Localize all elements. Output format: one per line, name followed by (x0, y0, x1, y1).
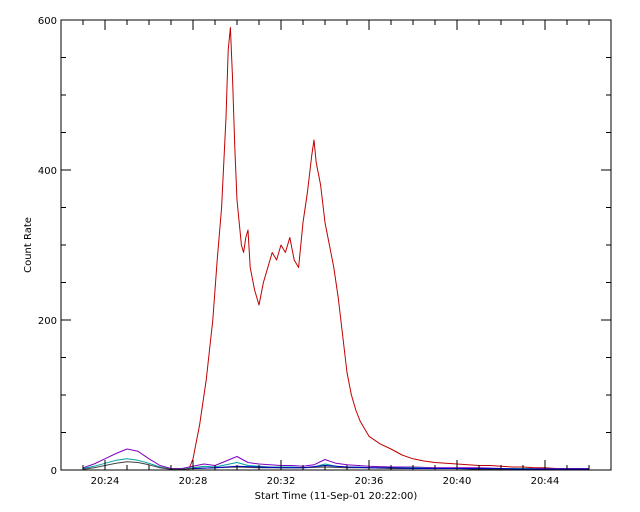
y-tick-label: 200 (38, 316, 57, 327)
y-tick-label: 0 (51, 466, 57, 477)
ticks: 20:24 20:28 20:32 20:36 20:40 20:44 0 200 400 600 (38, 16, 611, 487)
x-tick-label: 20:44 (531, 476, 560, 487)
x-tick-label: 20:40 (443, 476, 472, 487)
series-line-1 (83, 27, 589, 471)
y-tick-label: 600 (38, 16, 57, 27)
x-tick-label: 20:24 (91, 476, 120, 487)
x-axis-title: Start Time (11-Sep-01 20:22:00) (255, 491, 418, 502)
x-tick-label: 20:28 (179, 476, 208, 487)
x-tick-label: 20:32 (267, 476, 296, 487)
y-tick-label: 400 (38, 166, 57, 177)
x-tick-label: 20:36 (355, 476, 384, 487)
y-axis-title: Count Rate (23, 217, 34, 273)
